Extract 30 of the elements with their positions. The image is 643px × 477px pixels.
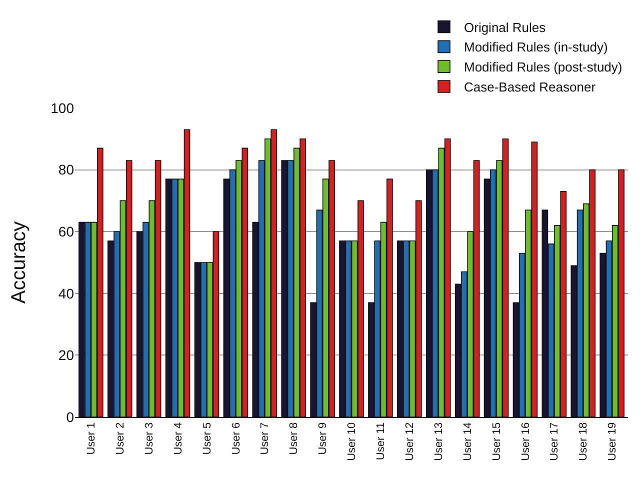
y-tick-label: 20 <box>58 347 74 364</box>
x-tick-label: User 11 <box>375 422 388 460</box>
x-tick-label: User 9 <box>317 422 330 455</box>
x-tick-label: User 16 <box>520 422 532 461</box>
x-tick-label: User 19 <box>606 422 619 461</box>
x-tick-label: User 7 <box>259 422 272 455</box>
legend-label: Modified Rules (post-study) <box>464 60 622 75</box>
y-tick-label: 100 <box>50 100 74 116</box>
y-axis-title: Accuracy <box>8 221 30 304</box>
x-tick-label: User 12 <box>404 422 416 461</box>
y-tick-label: 40 <box>58 285 74 302</box>
x-tick-label: User 14 <box>462 422 474 461</box>
x-tick-label: User 5 <box>201 422 214 455</box>
x-tick-label: User 17 <box>548 422 561 461</box>
x-tick-label: User 15 <box>490 422 503 461</box>
x-tick-label: User 4 <box>172 422 184 455</box>
x-tick-label: User 13 <box>432 422 445 461</box>
x-tick-label: User 2 <box>114 422 126 455</box>
y-tick-label: 80 <box>58 162 74 178</box>
x-tick-label: User 8 <box>288 422 300 455</box>
x-tick-label: User 3 <box>143 422 156 455</box>
y-tick-label: 0 <box>66 408 74 425</box>
y-tick-label: 60 <box>58 224 74 240</box>
legend-label: Modified Rules (in-study) <box>464 40 608 55</box>
x-tick-label: User 18 <box>578 422 590 461</box>
x-tick-label: User 6 <box>230 422 242 455</box>
legend-label: Case-Based Reasoner <box>464 80 596 95</box>
x-tick-label: User 10 <box>346 422 358 461</box>
legend-label: Original Rules <box>464 20 546 35</box>
x-tick-label: User 1 <box>85 422 98 455</box>
